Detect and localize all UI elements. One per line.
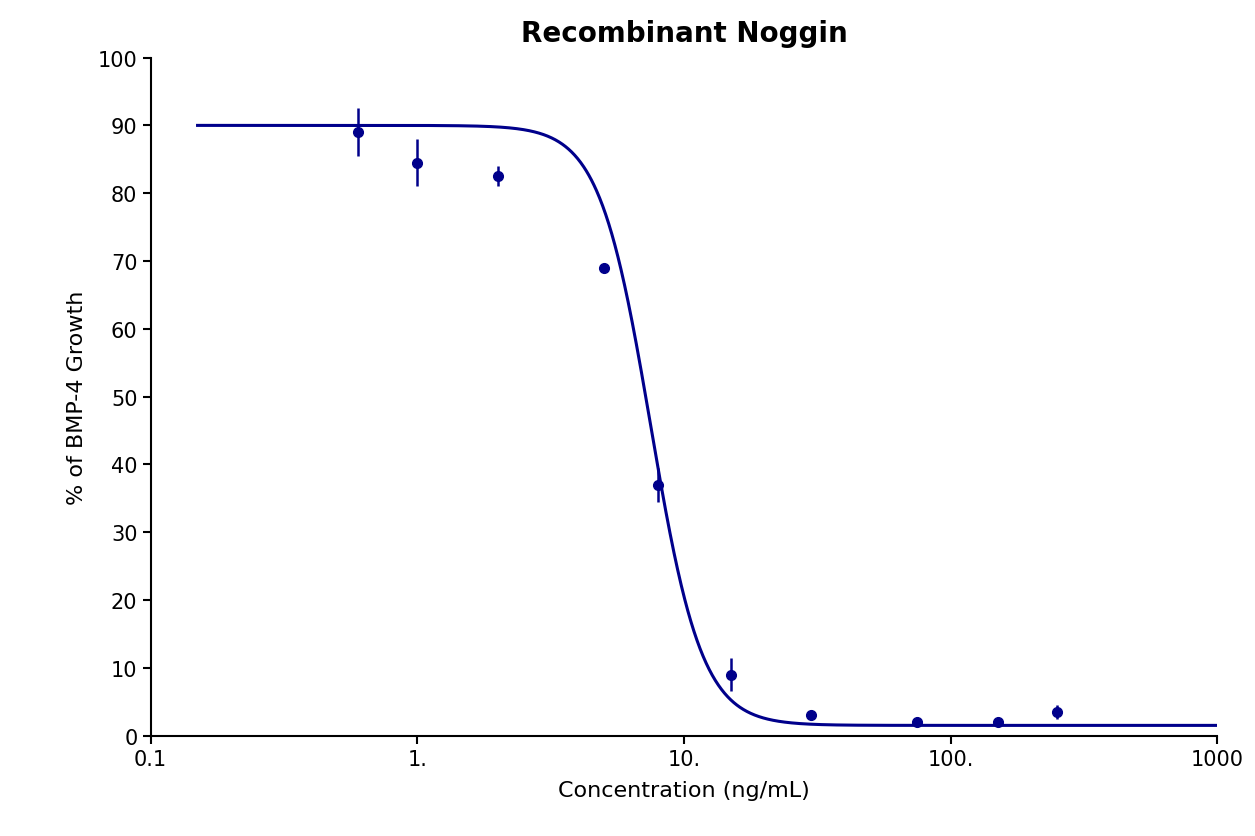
X-axis label: Concentration (ng/mL): Concentration (ng/mL) bbox=[558, 780, 809, 800]
Y-axis label: % of BMP-4 Growth: % of BMP-4 Growth bbox=[67, 290, 87, 504]
Title: Recombinant Noggin: Recombinant Noggin bbox=[521, 20, 847, 48]
